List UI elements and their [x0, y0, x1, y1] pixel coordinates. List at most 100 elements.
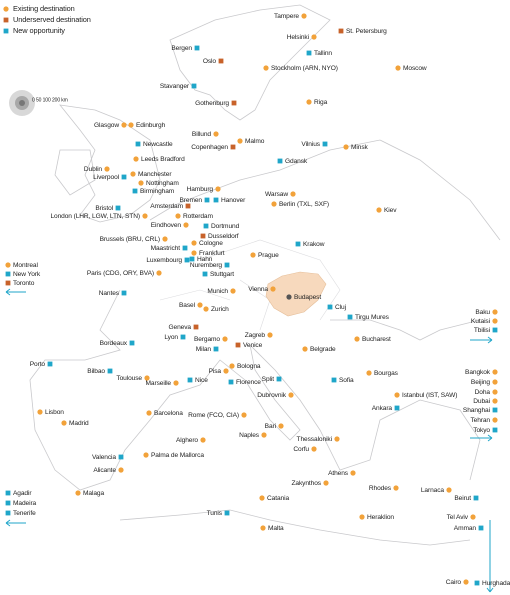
city-marker [470, 514, 476, 520]
city-label: Tenerife [13, 510, 36, 517]
city-marker [135, 141, 141, 147]
city-marker [143, 452, 149, 458]
city-label: Lisbon [45, 409, 64, 416]
city-label: Cairo [446, 579, 462, 586]
city-marker [75, 490, 81, 496]
city-label: Malta [268, 525, 284, 532]
city-label: Naples [239, 432, 260, 439]
city-marker [173, 380, 179, 386]
city-label: Tehran [470, 417, 490, 424]
city-marker [228, 379, 234, 385]
city-label: Tel Aviv [447, 514, 469, 521]
city-label: Sofia [339, 377, 354, 384]
city-marker [184, 257, 190, 263]
city-label: Stockholm (ARN, NYO) [271, 65, 338, 72]
city-label: Edinburgh [136, 122, 166, 129]
city-label: Venice [243, 342, 263, 349]
city-label: Moscow [403, 65, 427, 72]
city-label: Pisa [209, 368, 222, 375]
city-label: Geneva [169, 324, 192, 331]
city-label: Liverpool [93, 174, 119, 181]
city-marker [492, 427, 498, 433]
city-label: Corfu [293, 446, 309, 453]
city-marker [492, 379, 498, 385]
city-label: Gdansk [285, 158, 308, 165]
city-label: Toronto [13, 280, 35, 287]
city-label: Nuremberg [190, 262, 223, 269]
city-label: Madeira [13, 500, 37, 507]
city-marker [394, 405, 400, 411]
city-marker [230, 144, 236, 150]
city-marker [306, 50, 312, 56]
city-label: Hamburg [187, 186, 214, 193]
city-label: Krakow [303, 241, 325, 248]
city-label: Split [262, 376, 275, 383]
city-label: Zakynthos [291, 480, 321, 487]
city-label: Minsk [351, 144, 369, 151]
city-label: Bangkok [465, 369, 491, 376]
arrow [470, 336, 493, 344]
city-marker [338, 28, 344, 34]
city-marker [492, 407, 498, 413]
city-marker [302, 346, 308, 352]
city-marker [473, 495, 479, 501]
city-marker [277, 158, 283, 164]
city-label: Nice [195, 377, 208, 384]
city-label: St. Petersburg [346, 28, 387, 35]
city-label: Bristol [95, 205, 113, 212]
city-marker [478, 525, 484, 531]
city-marker [200, 437, 206, 443]
city-label: Alicante [93, 467, 116, 474]
city-marker [231, 100, 237, 106]
city-marker [5, 280, 11, 286]
city-label: Nottingham [146, 180, 179, 187]
city-marker [288, 392, 294, 398]
city-marker [474, 580, 480, 586]
city-marker [237, 138, 243, 144]
city-label: Dusseldorf [208, 233, 239, 240]
city-marker [156, 270, 162, 276]
city-marker [129, 340, 135, 346]
city-marker [132, 188, 138, 194]
city-marker [331, 377, 337, 383]
arrow [5, 288, 26, 296]
city-marker [492, 318, 498, 324]
city-marker [162, 236, 168, 242]
legend-label: New opportunity [13, 26, 65, 35]
city-marker [323, 480, 329, 486]
city-label: Baku [475, 309, 490, 316]
city-label: Porto [30, 361, 46, 368]
city-label: Milan [196, 346, 212, 353]
city-label: Glasgow [94, 122, 119, 129]
city-label: Frankfurt [199, 250, 225, 257]
city-marker [142, 213, 148, 219]
city-marker [180, 334, 186, 340]
city-marker [146, 410, 152, 416]
city-label: Lyon [164, 334, 178, 341]
city-label: Copenhagen [191, 144, 228, 151]
city-marker [115, 205, 121, 211]
city-marker [276, 376, 282, 382]
city-marker [446, 487, 452, 493]
city-label: Madrid [69, 420, 89, 427]
city-label: Agadir [13, 490, 32, 497]
city-label: Bari [265, 423, 277, 430]
city-label: Barcelona [154, 410, 183, 417]
city-label: Berlin (TXL, SXF) [279, 201, 329, 208]
city-label: Amman [454, 525, 477, 532]
city-label: Bourgas [374, 370, 399, 377]
city-marker [197, 302, 203, 308]
city-label: Bucharest [362, 336, 391, 343]
city-marker [185, 203, 191, 209]
city-marker [347, 314, 353, 320]
arrow [470, 434, 493, 442]
city-marker [301, 13, 307, 19]
city-label: Hahn [197, 256, 213, 263]
city-label: Rome (FCO, CIA) [188, 412, 239, 419]
city-marker [366, 370, 372, 376]
city-label: Zagreb [245, 332, 266, 339]
city-marker [270, 286, 276, 292]
city-label: Nantes [99, 290, 120, 297]
arrows [5, 288, 494, 593]
city-marker [223, 368, 229, 374]
